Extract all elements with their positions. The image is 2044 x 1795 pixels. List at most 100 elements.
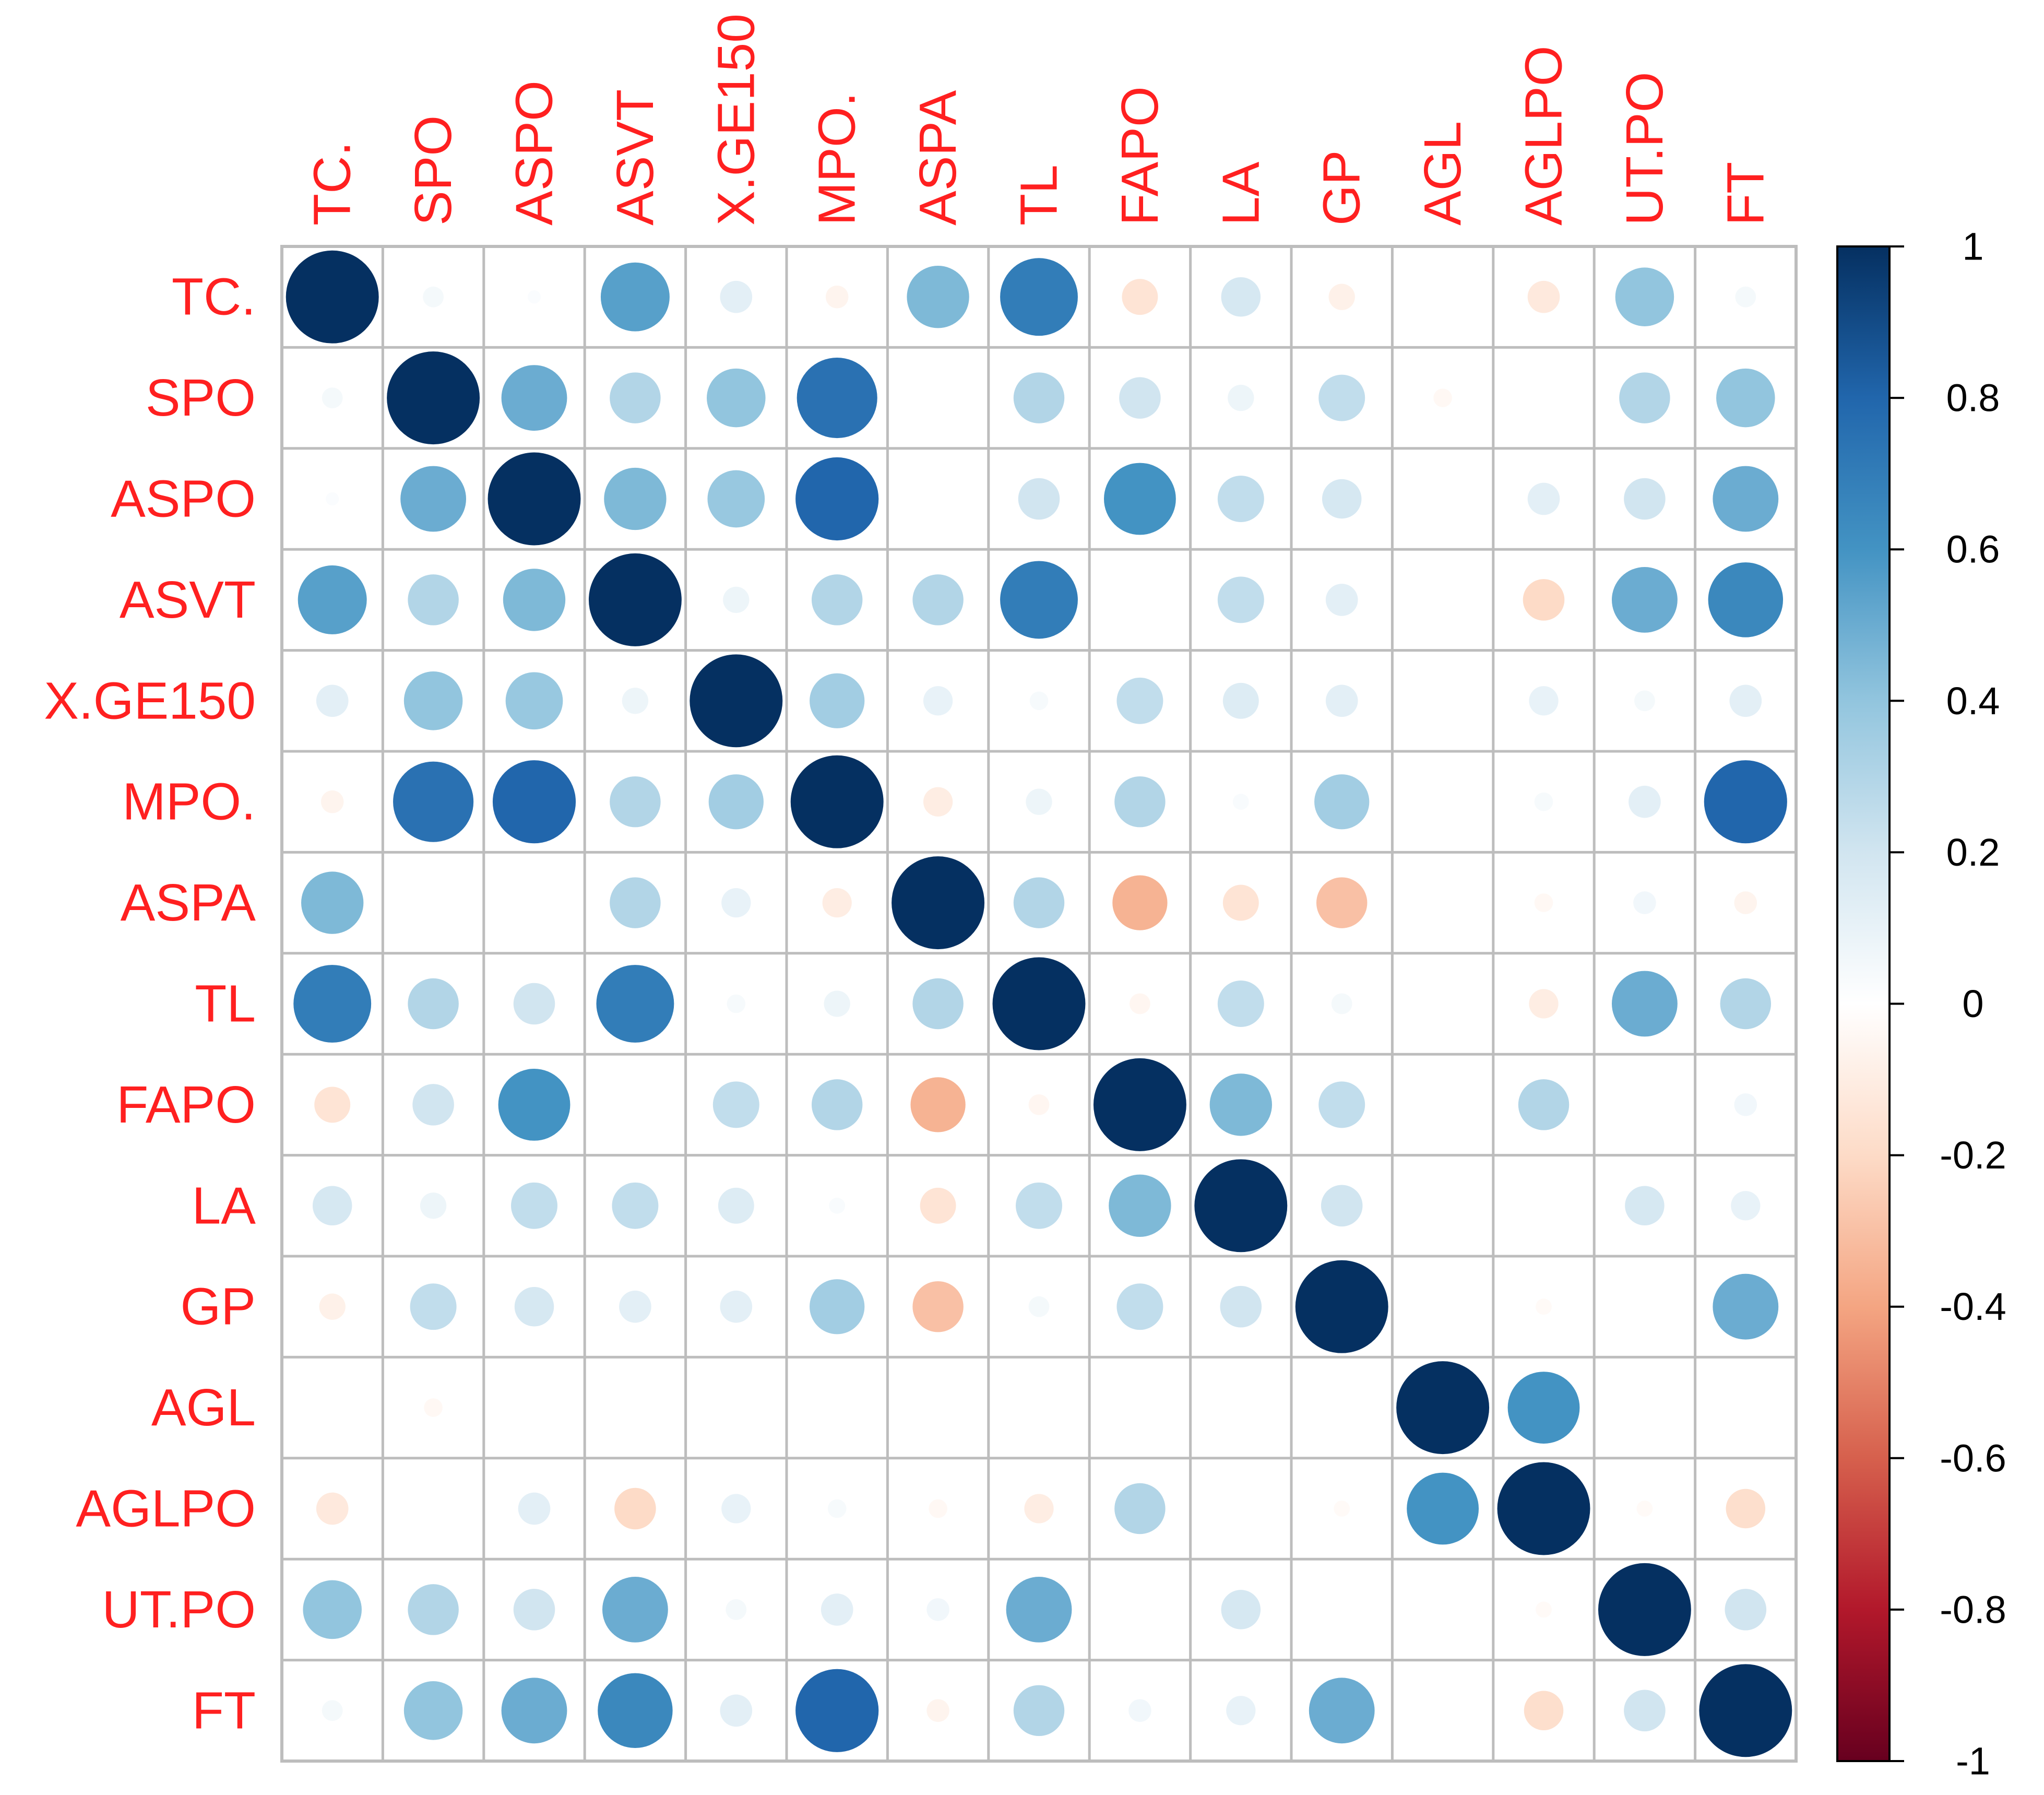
col-label-AGLPO: AGLPO [1515,45,1573,226]
corr-circle-SPO-FT [1716,368,1775,428]
corr-circle-FT-SPO [403,1681,463,1740]
corr-circle-UTPO-ASPA [926,1598,949,1621]
corr-circle-SPO-TC [322,387,343,408]
corr-circle-MPO-AGLPO [1534,792,1553,811]
corr-circle-MPO-ASVT [610,776,661,828]
corr-circle-TL-LA [1217,981,1264,1027]
corr-circle-ASPA-UTPO [1633,891,1656,914]
corr-circle-GP-SPO [410,1283,457,1330]
corr-circle-LA-UTPO [1625,1186,1665,1226]
corr-circle-GP-TC [319,1293,346,1320]
corr-circle-MPO-UTPO [1629,785,1661,818]
corr-circle-GP-FAPO [1116,1283,1163,1330]
colorbar-gradient [1836,245,1891,1762]
corr-circle-ASVT-GP [1325,584,1358,616]
corr-circle-FAPO-GP [1318,1081,1365,1128]
corr-circle-ASPA-TL [1013,877,1065,928]
corr-circle-UTPO-TL [1006,1576,1072,1643]
corr-circle-XGE150-LA [1222,682,1259,719]
col-label-ASPA: ASPA [909,90,967,226]
corr-circle-ASPA-MPO [822,888,852,918]
col-label-FAPO: FAPO [1111,86,1169,226]
row-labels: TC. SPO ASPO ASVT X.GE150 MPO. ASPA TL FAPO LA GP A… [44,268,256,1740]
corr-circle-ASVT-FT [1708,562,1784,637]
corr-circle-ASPA-FT [1734,891,1757,914]
corr-circle-SPO-GP [1318,374,1365,421]
corr-circle-SPO-AGL [1433,388,1452,407]
corr-circle-FT-XGE150 [720,1694,753,1727]
corr-circle-TC-FAPO [1122,279,1158,315]
corr-circle-FAPO-AGLPO [1518,1079,1570,1130]
colorbar-tick-label: -0.6 [1940,1436,2006,1480]
corr-circle-ASVT-ASPO [503,569,566,631]
corr-circle-ASVT-AGLPO [1523,579,1565,621]
corr-circle-SPO-SPO [387,351,480,445]
matrix-frame [280,245,1798,1763]
corr-circle-FT-UTPO [1624,1690,1666,1732]
corr-circle-FAPO-SPO [412,1084,454,1126]
col-label-LA: LA [1211,161,1270,226]
colorbar-tick-label: 0 [1962,982,1983,1025]
corr-circle-AGLPO-GP [1334,1501,1350,1517]
corr-circle-MPO-GP [1314,774,1370,830]
corr-circle-ASVT-TC [298,565,367,634]
corr-circle-TL-ASPA [912,978,964,1030]
corr-circle-ASPO-UTPO [1624,478,1666,520]
corr-circle-FT-ASVT [598,1673,673,1749]
corr-circle-AGL-SPO [424,1398,443,1417]
corr-circle-UTPO-MPO [821,1593,853,1626]
row-label-UTPO: UT.PO [102,1580,256,1639]
corr-circle-TL-XGE150 [727,994,746,1013]
corr-circle-LA-FT [1731,1191,1761,1221]
corr-circle-ASPO-TL [1018,478,1060,520]
col-label-XGE150: X.GE150 [707,14,765,226]
corr-circle-XGE150-TL [1029,691,1049,711]
corr-circle-SPO-UTPO [1619,372,1670,423]
corr-circle-ASPA-LA [1222,884,1259,921]
corr-circle-LA-TC [312,1186,352,1226]
corr-circle-SPO-XGE150 [707,368,766,428]
corr-circle-ASPO-SPO [400,466,467,532]
corr-circle-TC-AGLPO [1527,280,1560,313]
corr-circle-LA-ASPO [511,1182,557,1229]
corr-circle-LA-MPO [829,1197,846,1214]
corr-circle-UTPO-UTPO [1598,1563,1691,1656]
corr-circle-XGE150-AGLPO [1529,686,1559,716]
corr-circle-TC-ASPO [527,290,541,304]
corr-circle-TC-LA [1221,277,1261,317]
corr-circle-GP-GP [1295,1260,1388,1353]
corr-circle-ASPA-GP [1316,877,1368,928]
col-label-GP: GP [1313,150,1371,226]
corr-circle-TL-FT [1720,978,1772,1030]
corr-circle-LA-TL [1016,1182,1062,1229]
corr-circle-AGLPO-TC [316,1492,349,1525]
corr-circle-FT-ASPA [926,1699,949,1722]
corr-circle-GP-XGE150 [720,1290,753,1323]
colorbar-tick-label: 0.6 [1946,528,2000,571]
corr-circle-MPO-ASPA [923,787,953,817]
corr-circle-AGL-AGL [1396,1361,1490,1455]
corr-circle-ASPA-AGLPO [1534,893,1553,912]
corr-circle-XGE150-FT [1729,684,1762,717]
corr-circle-TL-TL [992,957,1086,1050]
corr-circle-TL-MPO [824,990,850,1017]
corr-circle-GP-ASPO [514,1286,554,1327]
corr-circle-ASPO-FT [1713,466,1779,532]
corr-circle-FT-TC [322,1700,343,1721]
corr-circle-MPO-MPO [790,755,884,848]
corr-circle-GP-ASVT [619,1290,651,1323]
col-label-SPO: SPO [404,115,462,226]
row-label-GP: GP [181,1278,256,1336]
corr-circle-TL-UTPO [1611,971,1678,1037]
corr-circle-FT-FT [1699,1664,1792,1757]
row-label-FT: FT [192,1681,256,1740]
row-label-LA: LA [192,1176,256,1235]
col-label-FT: FT [1716,162,1775,226]
corr-circle-FT-LA [1226,1696,1256,1726]
corr-circle-AGLPO-FT [1726,1489,1766,1529]
corr-circle-LA-ASPA [920,1187,956,1224]
corr-circle-TC-FT [1735,286,1756,308]
corr-circle-GP-MPO [810,1279,865,1335]
corr-circle-MPO-SPO [393,761,474,842]
corr-circle-ASVT-ASPA [912,574,964,625]
